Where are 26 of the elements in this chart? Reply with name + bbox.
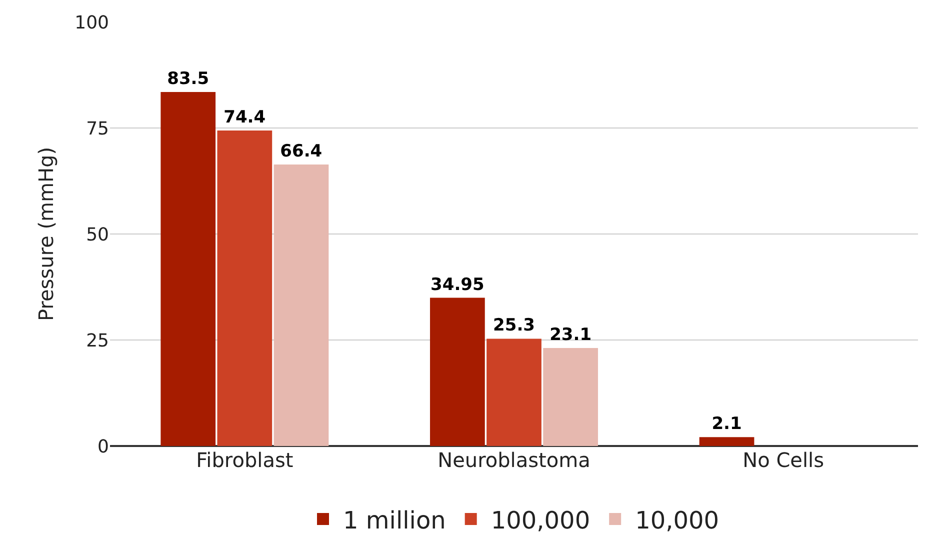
y-tick-label: 100: [74, 12, 109, 34]
x-tick-label: Neuroblastoma: [438, 448, 590, 472]
bar: [274, 164, 329, 446]
bar: [543, 348, 598, 446]
bar: [430, 298, 485, 446]
data-label: 34.95: [430, 274, 484, 295]
data-label: 66.4: [280, 141, 322, 162]
bar: [699, 437, 754, 446]
legend-label: 10,000: [635, 506, 720, 534]
data-label: 74.4: [224, 108, 266, 128]
bar: [217, 130, 272, 446]
x-tick-label: No Cells: [742, 448, 824, 472]
bar: [160, 92, 216, 446]
legend-label: 1 million: [343, 506, 446, 534]
data-label: 25.3: [493, 316, 535, 336]
y-tick-label: 75: [86, 118, 109, 140]
y-tick-label: 50: [86, 224, 109, 246]
x-tick-label: Fibroblast: [196, 448, 294, 472]
data-label: 2.1: [712, 414, 742, 434]
y-axis-title: Pressure (mmHg): [34, 146, 58, 322]
y-tick-label: 25: [86, 330, 109, 352]
data-label: 23.1: [550, 325, 592, 346]
y-tick-label: 0: [98, 436, 109, 458]
legend-label: 100,000: [490, 506, 590, 534]
bar: [486, 338, 542, 446]
data-label: 83.5: [167, 68, 210, 89]
